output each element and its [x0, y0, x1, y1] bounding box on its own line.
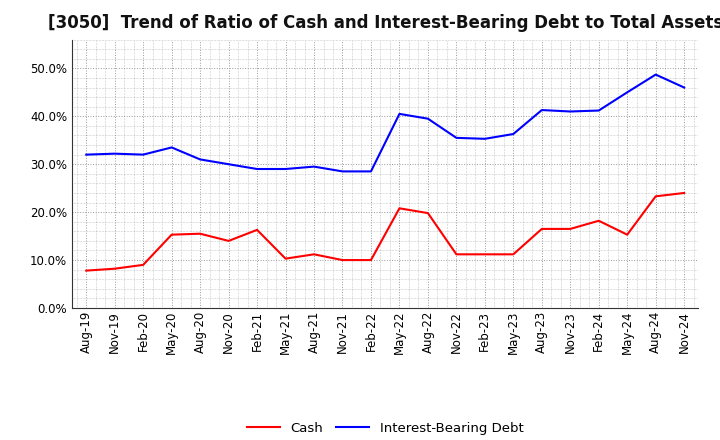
Title: [3050]  Trend of Ratio of Cash and Interest-Bearing Debt to Total Assets: [3050] Trend of Ratio of Cash and Intere…	[48, 15, 720, 33]
Interest-Bearing Debt	[253, 166, 261, 172]
Interest-Bearing Debt	[110, 151, 119, 156]
Cash	[395, 205, 404, 211]
Interest-Bearing Debt	[395, 111, 404, 117]
Interest-Bearing Debt	[82, 152, 91, 157]
Cash	[452, 252, 461, 257]
Interest-Bearing Debt	[338, 169, 347, 174]
Cash	[566, 226, 575, 231]
Interest-Bearing Debt	[225, 161, 233, 167]
Cash	[680, 191, 688, 196]
Cash	[196, 231, 204, 236]
Cash	[253, 227, 261, 232]
Cash	[623, 232, 631, 237]
Interest-Bearing Debt	[566, 109, 575, 114]
Interest-Bearing Debt	[623, 90, 631, 95]
Cash	[366, 257, 375, 263]
Cash	[225, 238, 233, 244]
Line: Cash: Cash	[86, 193, 684, 271]
Cash	[509, 252, 518, 257]
Cash	[423, 210, 432, 216]
Cash	[282, 256, 290, 261]
Interest-Bearing Debt	[366, 169, 375, 174]
Cash	[167, 232, 176, 237]
Legend: Cash, Interest-Bearing Debt: Cash, Interest-Bearing Debt	[241, 417, 529, 440]
Interest-Bearing Debt	[196, 157, 204, 162]
Cash	[310, 252, 318, 257]
Cash	[82, 268, 91, 273]
Cash	[139, 262, 148, 268]
Interest-Bearing Debt	[139, 152, 148, 157]
Interest-Bearing Debt	[423, 116, 432, 121]
Interest-Bearing Debt	[537, 107, 546, 113]
Interest-Bearing Debt	[652, 72, 660, 77]
Interest-Bearing Debt	[167, 145, 176, 150]
Interest-Bearing Debt	[480, 136, 489, 141]
Interest-Bearing Debt	[452, 135, 461, 140]
Cash	[537, 226, 546, 231]
Interest-Bearing Debt	[680, 85, 688, 90]
Interest-Bearing Debt	[310, 164, 318, 169]
Cash	[480, 252, 489, 257]
Interest-Bearing Debt	[509, 132, 518, 137]
Interest-Bearing Debt	[595, 108, 603, 113]
Interest-Bearing Debt	[282, 166, 290, 172]
Cash	[595, 218, 603, 224]
Cash	[110, 266, 119, 271]
Cash	[338, 257, 347, 263]
Line: Interest-Bearing Debt: Interest-Bearing Debt	[86, 75, 684, 172]
Cash	[652, 194, 660, 199]
